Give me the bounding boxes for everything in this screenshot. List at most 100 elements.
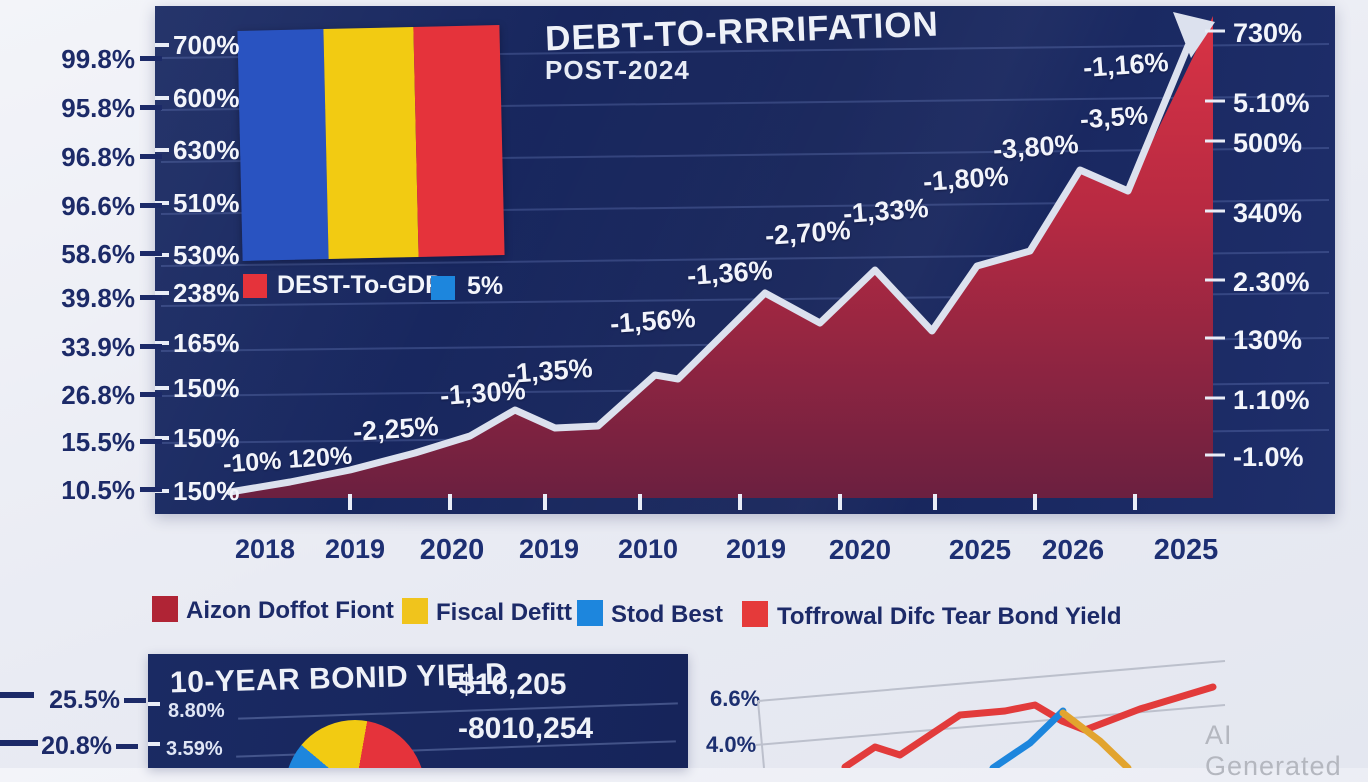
outer-axis-label: 96.8% [61, 142, 135, 172]
bond-axis-label: 3.59% [166, 738, 223, 760]
inner-axis-label: 165% [173, 328, 240, 358]
romania-flag [237, 25, 505, 261]
trend-arrow-icon [1173, 12, 1215, 58]
inner-tick [155, 43, 169, 47]
outer-axis-label: 95.8% [61, 93, 135, 123]
inner-axis-label: 150% [173, 423, 240, 453]
area-outline [226, 42, 1192, 496]
data-label: -1,80% [922, 161, 1010, 197]
mini-chart-ytick: 4.0% [706, 732, 757, 757]
legend-swatch-blue2 [577, 600, 603, 626]
right-axis-label: 500% [1233, 128, 1303, 158]
legend-swatch-yellow [402, 598, 428, 624]
data-label: -1,16% [1082, 47, 1170, 83]
right-axis-label: 130% [1233, 325, 1303, 355]
bond-outer-tick [124, 698, 146, 703]
inner-tick [155, 436, 169, 440]
right-axis-label: 340% [1233, 198, 1303, 228]
outer-tick [140, 56, 162, 61]
inner-axis-label: 600% [173, 83, 240, 113]
legend-label-2: Fiscal Defitt [436, 599, 573, 626]
right-axis-label: 730% [1233, 18, 1303, 48]
right-axis-ticks [1205, 29, 1225, 457]
bond-outer-tick [116, 744, 138, 749]
mini-line-chart [755, 660, 1226, 768]
mini-red-line [841, 683, 1217, 768]
legend-label-debt-to-gdp: DEST-To-GDP [277, 271, 442, 299]
x-axis-year: 2019 [518, 534, 580, 564]
inner-tick [155, 253, 169, 257]
x-axis-year: 2025 [1153, 534, 1219, 566]
mini-blue-line [989, 707, 1067, 768]
data-label: -3,5% [1079, 99, 1149, 135]
outer-tick [140, 392, 162, 397]
chart-title-block: DEBT-TO-RRRIFATION POST-2024 [544, 4, 939, 86]
bond-inner-tick [148, 702, 160, 706]
outer-axis-label: 96.6% [61, 191, 135, 221]
outer-axis-label: 15.5% [61, 427, 135, 457]
outer-tick [140, 295, 162, 300]
bond-pie-chart [285, 720, 425, 768]
outer-axis-label: 99.8% [61, 44, 135, 74]
right-axis-label: -1.0% [1233, 442, 1304, 472]
inner-axis-label: 150% [173, 476, 240, 506]
x-axis-year: 2020 [419, 534, 485, 566]
x-axis-year: 2019 [725, 534, 787, 564]
x-axis-ticks [348, 494, 1137, 510]
outer-tick [140, 251, 162, 256]
outer-axis-label: 10.5% [61, 475, 135, 505]
inner-tick [155, 489, 169, 493]
chart-subtitle: POST-2024 [545, 55, 690, 85]
flag-blue-stripe [237, 29, 330, 261]
inner-tick [155, 96, 169, 100]
mini-yellow-line [1059, 709, 1132, 768]
x-axis-year: 2010 [617, 534, 679, 564]
legend-swatch-red [243, 274, 267, 298]
inner-tick [155, 291, 169, 295]
legend-swatch-red2 [742, 601, 768, 627]
legend-label-4: Toffrowal Difc Tear Bond Yield [777, 603, 1122, 630]
bond-inner-tick [148, 742, 160, 746]
data-label: -2,25% [352, 411, 440, 447]
right-axis-label: 5.10% [1233, 88, 1310, 118]
legend-swatch-darkred [152, 596, 178, 622]
bond-outer-label: 20.8% [41, 732, 112, 760]
inner-tick [155, 201, 169, 205]
outer-tick [140, 203, 162, 208]
debt-chart-panel: DEBT-TO-RRRIFATION POST-2024 DEST-To-GDP… [155, 4, 1335, 514]
outer-tick [140, 154, 162, 159]
data-label: -3,80% [992, 129, 1080, 165]
legend-label-5pct: 5% [467, 272, 504, 300]
x-axis-year: 2026 [1041, 534, 1105, 565]
inner-tick [155, 341, 169, 345]
outer-axis-label: 33.9% [61, 332, 135, 362]
x-axis-year: 2025 [948, 534, 1012, 565]
outer-axis-label: 58.6% [61, 239, 135, 269]
mini-chart-ytick: 6.6% [710, 686, 761, 711]
x-axis-year: 2020 [828, 534, 892, 565]
ai-generated-watermark: AI Generated [1205, 720, 1342, 781]
data-label: -1,36% [686, 255, 774, 291]
outer-axis-label: 26.8% [61, 380, 135, 410]
data-label: -1,35% [506, 353, 594, 389]
bond-value-2: -8010,254 [458, 712, 594, 745]
bond-axis-label: 8.80% [168, 700, 225, 722]
inner-axis-label: 530% [173, 240, 240, 270]
data-label: -2,70% [764, 215, 852, 251]
mini-grid [755, 660, 1226, 768]
inner-axis-label: 238% [173, 278, 240, 308]
bond-yield-panel: 10-YEAR BONID YIELD -$16,205 -8010,254 8… [148, 654, 688, 768]
inner-axis-label: 630% [173, 135, 240, 165]
right-axis-label: 2.30% [1233, 267, 1310, 297]
outer-tick [140, 105, 162, 110]
legend-label-3: Stod Best [611, 601, 724, 628]
chart-title: DEBT-TO-RRRIFATION [544, 4, 940, 59]
edge-tick [0, 740, 38, 746]
bond-value-1: -$16,205 [448, 668, 567, 701]
outer-tick [140, 487, 162, 492]
outer-tick [140, 344, 162, 349]
inner-tick [155, 148, 169, 152]
inner-tick [155, 386, 169, 390]
outer-axis-label: 39.8% [61, 283, 135, 313]
